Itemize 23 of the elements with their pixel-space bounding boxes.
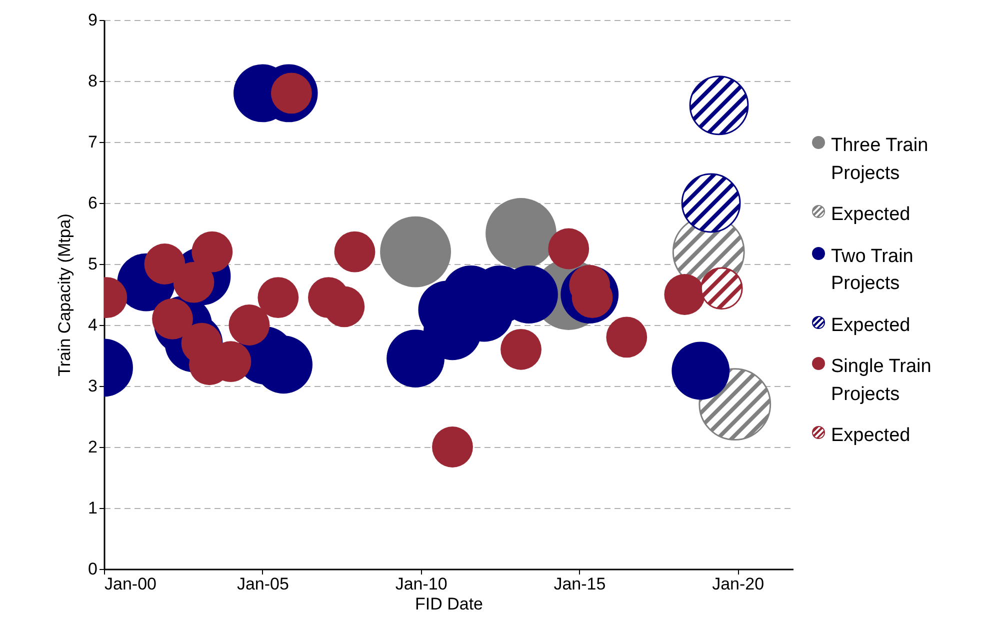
legend-label: Three Train Projects <box>831 134 930 186</box>
x-tick-label: Jan-15 <box>554 574 606 594</box>
y-tick-label: 1 <box>88 498 98 518</box>
y-tick-label: 7 <box>88 132 98 152</box>
x-tick-label: Jan-10 <box>395 574 448 594</box>
x-axis-title: FID Date <box>414 594 484 614</box>
y-tick-label: 5 <box>88 254 98 274</box>
x-tick-label: Jan-05 <box>236 574 289 594</box>
y-tick-label: 4 <box>88 316 98 334</box>
y-tick-label: 2 <box>88 438 98 456</box>
y-tick-label: 9 <box>88 10 98 30</box>
legend-label: Expected <box>831 314 912 338</box>
legend-label: Two Train Projects <box>831 244 914 296</box>
legend-label: Single Train Projects <box>831 355 932 407</box>
y-tick-label: 3 <box>88 376 98 396</box>
legend-label: Expected <box>831 203 912 228</box>
y-axis-title: Train Capacity (Mtpa) <box>55 214 74 376</box>
x-tick-label: Jan-00 <box>104 574 156 594</box>
legend-label: Expected <box>831 424 912 448</box>
y-tick-label: 6 <box>88 194 98 212</box>
y-tick-label: 8 <box>88 72 98 90</box>
y-tick-label: 0 <box>88 560 98 578</box>
x-tick-label: Jan-20 <box>712 574 764 594</box>
